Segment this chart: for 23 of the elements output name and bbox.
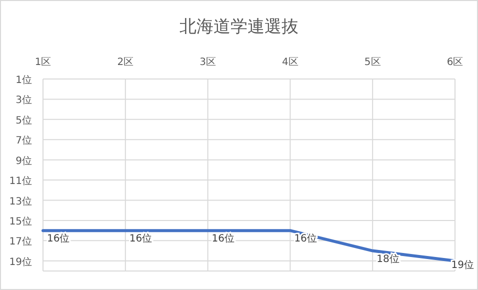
y-tick-label: 1位 [16, 74, 32, 86]
y-tick-label: 13位 [9, 195, 32, 208]
x-tick-label: 6区 [446, 57, 464, 68]
y-tick-label: 9位 [16, 154, 32, 167]
y-tick-label: 15位 [9, 215, 32, 228]
y-tick-label: 19位 [9, 256, 32, 268]
x-tick-label: 4区 [282, 57, 298, 68]
data-label: 16位 [212, 232, 235, 245]
y-tick-label: 3位 [16, 94, 32, 106]
x-tick-label: 1区 [34, 57, 52, 68]
data-label: 16位 [294, 232, 317, 245]
y-tick-label: 7位 [16, 134, 32, 147]
chart-title: 北海道学連選抜 [180, 17, 298, 37]
y-tick-label: 11位 [9, 175, 32, 188]
y-tick-label: 5位 [16, 114, 32, 126]
x-tick-label: 5区 [364, 57, 381, 68]
y-tick-label: 17位 [9, 236, 32, 248]
data-label: 19位 [451, 258, 474, 271]
data-label: 16位 [47, 232, 70, 245]
x-tick-label: 3区 [200, 57, 216, 68]
x-tick-label: 2区 [117, 57, 134, 68]
data-label: 16位 [129, 232, 152, 245]
data-label: 18位 [376, 252, 400, 265]
